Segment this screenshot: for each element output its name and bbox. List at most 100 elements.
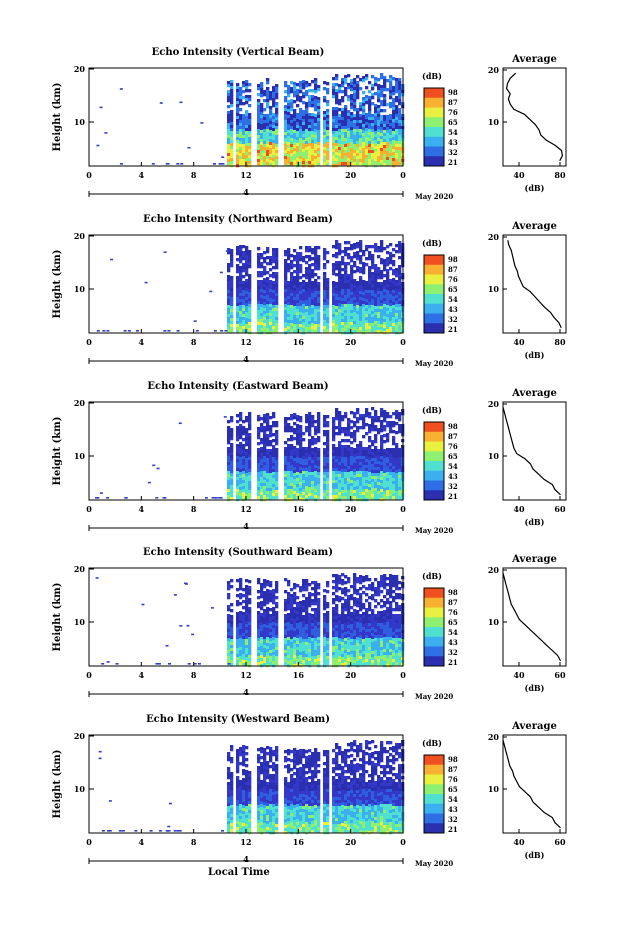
- heat-cell: [326, 611, 330, 615]
- heat-cell: [356, 138, 360, 142]
- heat-cell: [323, 114, 327, 118]
- heat-cell: [335, 273, 339, 277]
- heat-cell: [359, 477, 363, 481]
- heat-cell: [383, 247, 387, 251]
- heat-cell: [263, 456, 267, 460]
- heat-cell: [248, 433, 252, 437]
- heat-cell: [368, 472, 372, 476]
- heat-cell: [248, 152, 252, 156]
- heat-cell: [248, 475, 252, 479]
- heat-cell: [257, 578, 261, 582]
- heat-cell: [371, 257, 375, 261]
- heat-cell: [398, 108, 402, 112]
- heat-cell: [266, 640, 270, 644]
- heat-cell: [335, 471, 339, 475]
- heat-cell: [263, 123, 267, 127]
- heat-cell: [371, 329, 375, 333]
- heat-cell: [326, 82, 330, 86]
- heat-cell: [263, 426, 267, 430]
- heat-cell: [380, 483, 384, 487]
- heat-cell: [317, 109, 321, 113]
- heat-cell: [332, 161, 336, 165]
- heat-cell: [368, 439, 372, 443]
- heat-cell: [350, 292, 354, 296]
- heat-cell: [371, 284, 375, 288]
- heat-cell: [386, 308, 390, 312]
- heat-cell: [323, 251, 327, 255]
- heat-cell: [242, 326, 246, 330]
- heat-cell: [356, 411, 360, 415]
- heat-cell: [287, 287, 291, 291]
- heat-cell: [302, 137, 306, 141]
- heat-cell: [290, 489, 294, 493]
- heat-cell: [299, 324, 303, 328]
- heat-cell: [392, 469, 396, 473]
- heat-cell: [257, 328, 261, 332]
- heat-cell: [239, 266, 243, 270]
- panel-4: Echo Intensity (Southward Beam)2010Heigh…: [52, 547, 567, 701]
- heat-cell: [308, 415, 312, 419]
- heat-cell: [260, 607, 264, 611]
- heat-cell: [296, 415, 300, 419]
- heat-cell: [287, 299, 291, 303]
- heat-cell: [266, 625, 270, 629]
- heat-cell: [356, 281, 360, 285]
- heat-cell: [287, 447, 291, 451]
- heat-cell: [227, 129, 231, 133]
- heat-cell: [356, 144, 360, 148]
- heat-cell: [392, 134, 396, 138]
- heat-cell: [245, 318, 249, 322]
- heat-cell: [227, 495, 231, 499]
- profile-x-tick-label: 40: [513, 170, 525, 180]
- heat-cell: [380, 276, 384, 280]
- heat-cell: [392, 472, 396, 476]
- heat-cell: [311, 149, 315, 153]
- heat-cell: [374, 158, 378, 162]
- heat-cell: [227, 138, 231, 142]
- heat-cell: [347, 439, 351, 443]
- heat-cell: [398, 424, 402, 428]
- heat-cell: [341, 484, 345, 488]
- heat-cell: [260, 477, 264, 481]
- heat-cell: [347, 475, 351, 479]
- heat-cell: [305, 90, 309, 94]
- heat-cell: [368, 496, 372, 500]
- heat-cell: [245, 300, 249, 304]
- heat-cell: [287, 251, 291, 255]
- heat-cell: [338, 450, 342, 454]
- heat-cell: [269, 488, 273, 492]
- heat-cell: [308, 306, 312, 310]
- heat-cell: [230, 315, 234, 319]
- heat-cell: [287, 619, 291, 623]
- heat-cell: [338, 614, 342, 618]
- profile-line: [505, 72, 564, 162]
- heat-cell: [362, 250, 366, 254]
- heat-cell: [344, 307, 348, 311]
- heat-cell: [260, 82, 264, 86]
- heat-cell: [350, 157, 354, 161]
- y-tick-label: 10: [74, 451, 86, 461]
- heat-cell: [353, 102, 357, 106]
- heat-cell: [383, 148, 387, 152]
- heat-cell: [326, 314, 330, 318]
- heat-cell: [395, 310, 399, 314]
- heat-cell: [341, 454, 345, 458]
- heat-cell: [227, 141, 231, 145]
- heat-cell: [299, 431, 303, 435]
- heat-cell: [308, 128, 312, 132]
- heat-cell: [305, 291, 309, 295]
- heat-cell: [299, 634, 303, 638]
- heat-cell: [299, 661, 303, 665]
- heat-cell: [260, 604, 264, 608]
- panel-2: Echo Intensity (Northward Beam)2010Heigh…: [52, 214, 567, 368]
- heat-cell: [362, 295, 366, 299]
- heat-cell: [305, 312, 309, 316]
- heat-cell: [242, 135, 246, 139]
- heat-cell: [236, 477, 240, 481]
- heat-cell: [383, 136, 387, 140]
- heat-cell: [380, 441, 384, 445]
- heat-cell: [368, 314, 372, 318]
- heat-cell: [239, 90, 243, 94]
- heat-cell: [287, 592, 291, 596]
- heat-cell: [230, 146, 234, 150]
